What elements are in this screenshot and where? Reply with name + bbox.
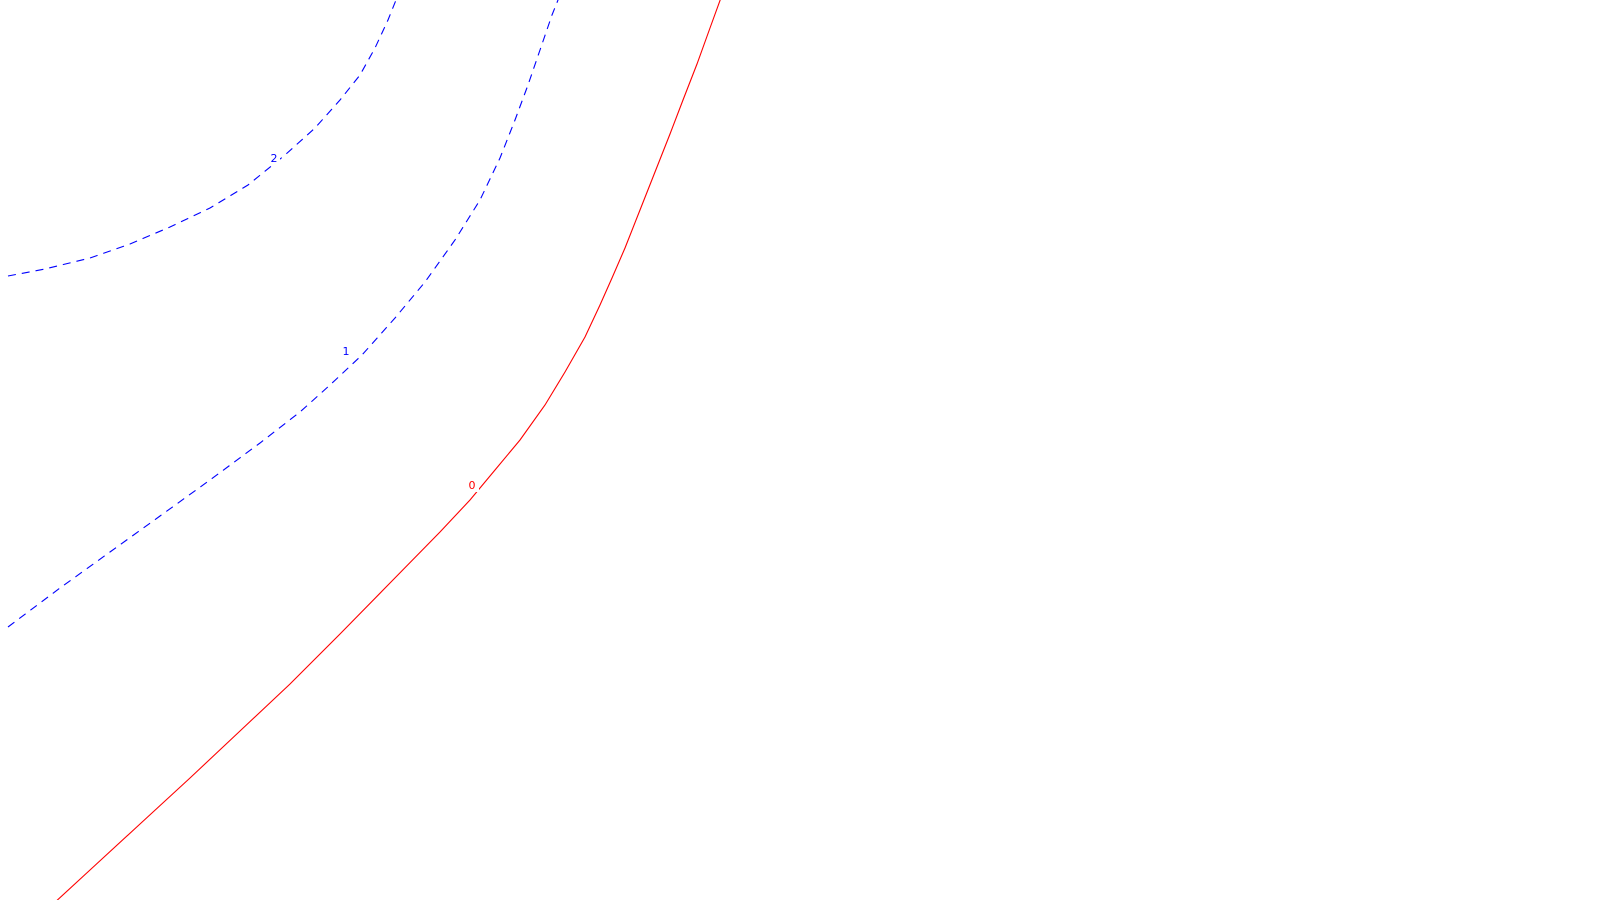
contour-line-level-0: 0	[56, 0, 721, 900]
contour-label-bg-level-0	[465, 479, 479, 492]
contour-path-level-1	[7, 0, 559, 628]
contour-path-level-2	[7, 0, 397, 277]
contour-path-level-0	[56, 0, 721, 900]
contour-line-level-2: 2	[7, 0, 397, 277]
contour-label-level-1: 1	[343, 345, 350, 358]
contour-line-level-1: 1	[7, 0, 559, 628]
contour-label-bg-level-2	[268, 152, 280, 165]
contour-label-level-0: 0	[469, 479, 476, 492]
contour-label-bg-level-1	[340, 345, 352, 358]
contour-label-level-2: 2	[271, 152, 278, 165]
